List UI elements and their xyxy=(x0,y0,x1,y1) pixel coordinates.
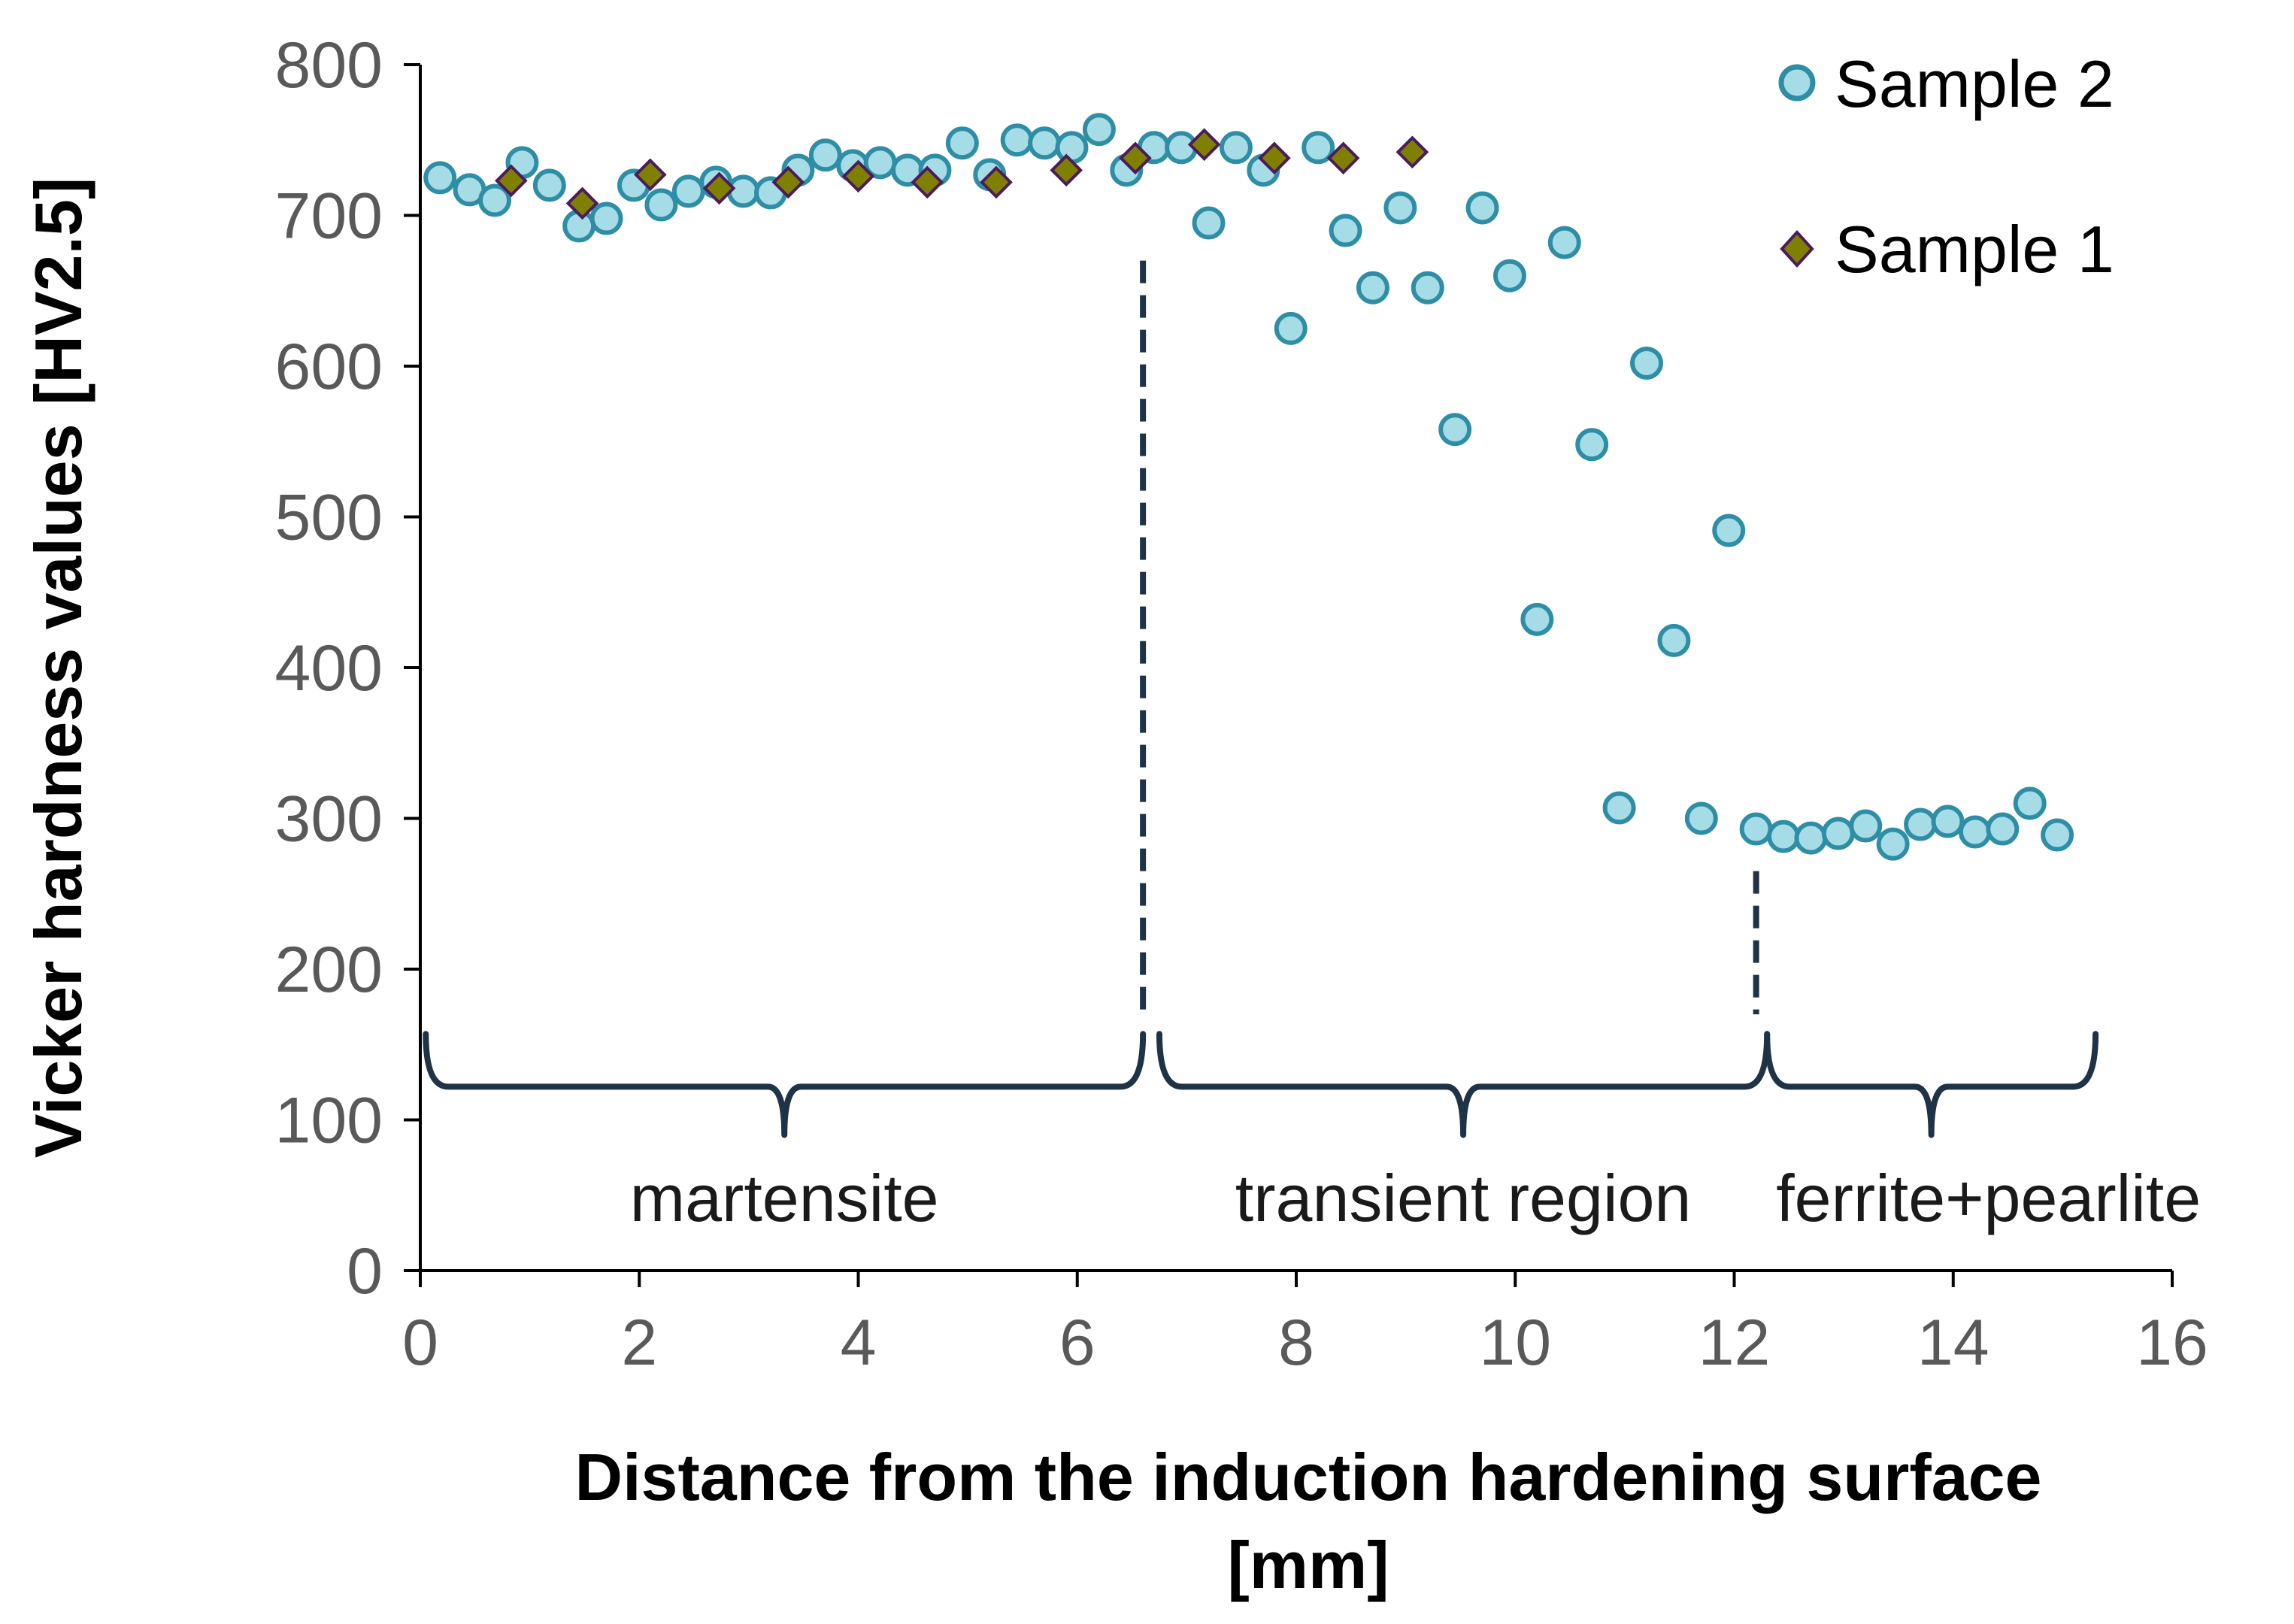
x-tick-label-12: 12 xyxy=(1699,1307,1771,1379)
point-sample-2-34 xyxy=(1356,271,1389,304)
point-sample-2-14 xyxy=(808,138,842,172)
legend-marker-sample-2 xyxy=(1778,64,1816,102)
point-sample-2-41 xyxy=(1547,226,1581,259)
point-sample-2-31 xyxy=(1274,311,1308,345)
point-sample-2-39 xyxy=(1492,259,1526,292)
y-tick-label-500: 500 xyxy=(275,482,383,554)
point-sample-1-9 xyxy=(1119,141,1152,175)
region-brace-1 xyxy=(423,1031,1147,1138)
x-tick-label-14: 14 xyxy=(1917,1307,1989,1379)
point-sample-2-21 xyxy=(1000,123,1034,157)
y-tick-label-300: 300 xyxy=(275,783,383,856)
point-sample-1-13 xyxy=(1395,135,1429,169)
point-sample-2-23 xyxy=(1055,131,1089,165)
point-sample-2-32 xyxy=(1302,131,1335,165)
y-tick-label-400: 400 xyxy=(275,632,383,704)
x-tick-label-4: 4 xyxy=(841,1307,877,1379)
x-tick-label-8: 8 xyxy=(1278,1307,1314,1379)
series-sample-1 xyxy=(495,128,1429,220)
legend-marker-sample-1 xyxy=(1780,230,1814,268)
point-sample-1-11 xyxy=(1258,141,1291,175)
point-sample-2-4 xyxy=(532,168,566,202)
point-sample-1-4 xyxy=(771,165,805,199)
y-tick-label-800: 800 xyxy=(275,29,383,102)
y-tick-label-600: 600 xyxy=(275,331,383,403)
y-tick-label-700: 700 xyxy=(275,180,383,253)
y-tick-label-200: 200 xyxy=(275,934,383,1006)
point-sample-2-22 xyxy=(1028,126,1062,160)
region-brace-3 xyxy=(1764,1031,2099,1138)
y-axis-title: Vicker hardness values [HV2.5] xyxy=(21,177,95,1158)
legend: Sample 2 Sample 1 xyxy=(1778,47,2114,286)
point-sample-2-53 xyxy=(1876,827,1910,861)
point-sample-2-19 xyxy=(945,126,979,160)
region-label-2: transient region xyxy=(1235,1161,1692,1235)
point-sample-2-35 xyxy=(1383,191,1417,225)
point-sample-2-50 xyxy=(1794,821,1828,855)
point-sample-2-46 xyxy=(1684,801,1718,835)
legend-label-sample-1: Sample 1 xyxy=(1835,212,2114,286)
point-sample-2-57 xyxy=(1986,812,2020,846)
region-label-1: martensite xyxy=(630,1161,939,1235)
point-sample-2-24 xyxy=(1082,113,1116,147)
series-sample-2 xyxy=(423,113,2074,861)
point-sample-2-49 xyxy=(1767,820,1801,853)
region-label-3: ferrite+pearlite xyxy=(1776,1161,2201,1235)
point-sample-2-11 xyxy=(726,174,760,208)
x-axis-title-line2: [mm] xyxy=(1227,1528,1389,1602)
point-sample-2-36 xyxy=(1411,271,1444,304)
x-tick-label-2: 2 xyxy=(621,1307,657,1379)
x-axis-ticks: 0 2 4 6 8 10 12 14 16 xyxy=(402,1271,2208,1379)
legend-label-sample-2: Sample 2 xyxy=(1835,47,2114,121)
point-sample-2-52 xyxy=(1849,809,1883,843)
point-sample-2-0 xyxy=(423,161,457,195)
point-sample-2-38 xyxy=(1465,191,1499,225)
point-sample-1-10 xyxy=(1187,128,1221,162)
series-points xyxy=(423,113,2074,861)
point-sample-2-40 xyxy=(1520,602,1554,636)
x-tick-label-0: 0 xyxy=(402,1307,438,1379)
x-tick-label-16: 16 xyxy=(2136,1307,2208,1379)
point-sample-2-58 xyxy=(2013,786,2047,820)
point-sample-2-42 xyxy=(1575,428,1609,462)
point-sample-1-8 xyxy=(1050,153,1083,187)
point-sample-1-7 xyxy=(980,165,1013,199)
point-sample-2-29 xyxy=(1219,131,1253,165)
point-sample-2-44 xyxy=(1630,346,1663,380)
region-dividers xyxy=(1140,260,1759,1015)
point-sample-2-47 xyxy=(1712,514,1746,547)
point-sample-2-8 xyxy=(644,188,678,222)
point-sample-2-51 xyxy=(1821,817,1855,850)
point-sample-2-59 xyxy=(2041,818,2074,852)
point-sample-2-9 xyxy=(671,174,705,208)
region-brace-2 xyxy=(1156,1031,1771,1138)
point-sample-2-28 xyxy=(1192,206,1226,240)
point-sample-1-0 xyxy=(495,164,528,198)
point-sample-1-1 xyxy=(565,186,599,220)
region-labels: martensite transient region ferrite+pearli… xyxy=(630,1161,2201,1235)
point-sample-2-55 xyxy=(1931,804,1965,838)
region-braces xyxy=(423,1031,2099,1138)
point-sample-2-54 xyxy=(1904,807,1938,841)
point-sample-2-56 xyxy=(1958,815,1992,849)
y-axis-ticks: 0 100 200 300 400 500 600 700 800 xyxy=(275,29,420,1307)
x-tick-label-10: 10 xyxy=(1479,1307,1551,1379)
x-tick-label-6: 6 xyxy=(1059,1307,1095,1379)
point-sample-1-2 xyxy=(633,158,667,192)
point-sample-2-48 xyxy=(1739,812,1773,846)
x-axis-title-line1: Distance from the induction hardening su… xyxy=(575,1440,2042,1514)
point-sample-1-5 xyxy=(841,159,875,193)
point-sample-1-3 xyxy=(702,171,736,205)
point-sample-2-45 xyxy=(1657,623,1691,657)
point-sample-1-6 xyxy=(911,165,944,199)
point-sample-2-6 xyxy=(589,201,623,235)
point-sample-2-43 xyxy=(1602,791,1636,825)
point-sample-2-33 xyxy=(1329,214,1362,247)
point-sample-1-12 xyxy=(1326,141,1360,175)
y-tick-label-0: 0 xyxy=(347,1235,383,1307)
y-tick-label-100: 100 xyxy=(275,1085,383,1157)
point-sample-2-37 xyxy=(1438,413,1472,447)
point-sample-2-2 xyxy=(478,183,512,217)
